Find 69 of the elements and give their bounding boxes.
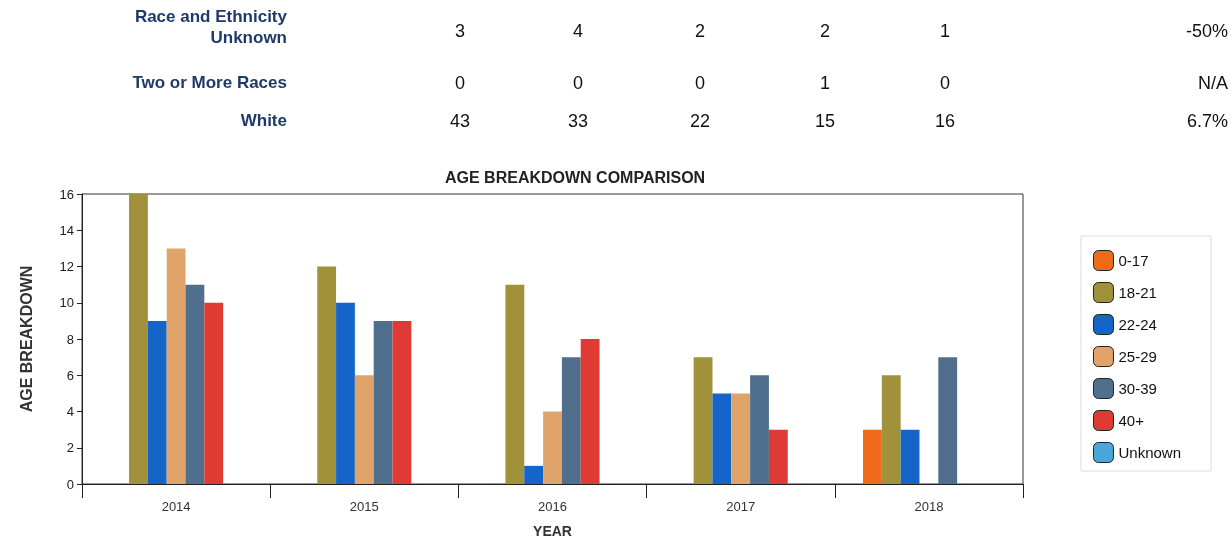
chart-title: AGE BREAKDOWN COMPARISON	[445, 168, 706, 186]
bar	[900, 429, 920, 484]
x-tick-label: 2017	[726, 499, 756, 514]
bar	[524, 465, 544, 484]
bar	[768, 429, 788, 484]
text: 33	[567, 110, 589, 132]
text: Two or More Races	[131, 72, 287, 93]
y-axis-title: AGE BREAKDOWN	[17, 265, 35, 413]
bar	[731, 393, 751, 484]
bar	[580, 339, 600, 484]
bar	[317, 266, 337, 484]
bar	[938, 357, 958, 484]
text: 1	[819, 72, 831, 94]
text: 2	[694, 20, 706, 42]
bar	[354, 375, 374, 484]
text: N/A	[1197, 72, 1228, 94]
bar	[543, 411, 562, 484]
bar	[147, 320, 167, 484]
bar	[185, 284, 205, 484]
text: 15	[814, 110, 836, 132]
text: 4	[572, 20, 584, 42]
x-tick-label: 2015	[349, 499, 379, 514]
legend-label: 30-39	[1118, 380, 1157, 397]
text: 0	[694, 72, 706, 94]
legend-label: Unknown	[1118, 444, 1182, 461]
text: 22	[689, 110, 711, 132]
y-tick-label: 12	[59, 259, 74, 274]
y-tick-label: 6	[66, 367, 74, 383]
bar	[336, 302, 355, 484]
x-tick-label: 2014	[161, 499, 191, 514]
x-tick-label: 2018	[914, 499, 944, 514]
text: 16	[934, 110, 956, 132]
text: -50%	[1184, 20, 1228, 42]
x-tick-label: 2016	[538, 499, 567, 514]
text: White	[239, 110, 287, 131]
text: 0	[939, 72, 951, 94]
y-tick-label: 14	[59, 222, 74, 238]
y-tick-label: 8	[66, 331, 74, 347]
bar	[881, 375, 901, 484]
bar	[392, 320, 412, 484]
bar	[712, 393, 732, 484]
text: 43	[449, 110, 471, 132]
legend-label: 0-17	[1118, 252, 1149, 269]
legend-label: 22-24	[1118, 316, 1157, 333]
text: 2	[819, 20, 831, 42]
text: 0	[454, 72, 466, 94]
bar	[204, 302, 224, 484]
legend-label: 18-21	[1118, 284, 1157, 301]
bar	[750, 375, 769, 484]
x-axis-title: YEAR	[533, 523, 572, 539]
bar	[693, 357, 713, 484]
y-tick-label: 2	[66, 440, 74, 456]
text: 3	[454, 20, 466, 42]
bar	[863, 429, 882, 484]
bar	[129, 194, 148, 484]
y-tick-label: 10	[59, 295, 74, 311]
y-tick-label: 0	[66, 476, 74, 492]
y-tick-label: 16	[59, 186, 74, 202]
bar	[373, 320, 393, 484]
legend-label: 40+	[1118, 412, 1145, 429]
text: 6.7%	[1185, 110, 1228, 132]
text: 1	[939, 20, 951, 42]
bar	[505, 284, 525, 484]
legend-label: 25-29	[1118, 348, 1157, 365]
bar	[561, 357, 581, 484]
text: 0	[572, 72, 584, 94]
bar	[166, 248, 186, 484]
text: Race and Ethnicity Unknown	[133, 6, 287, 48]
y-tick-label: 4	[66, 404, 74, 419]
